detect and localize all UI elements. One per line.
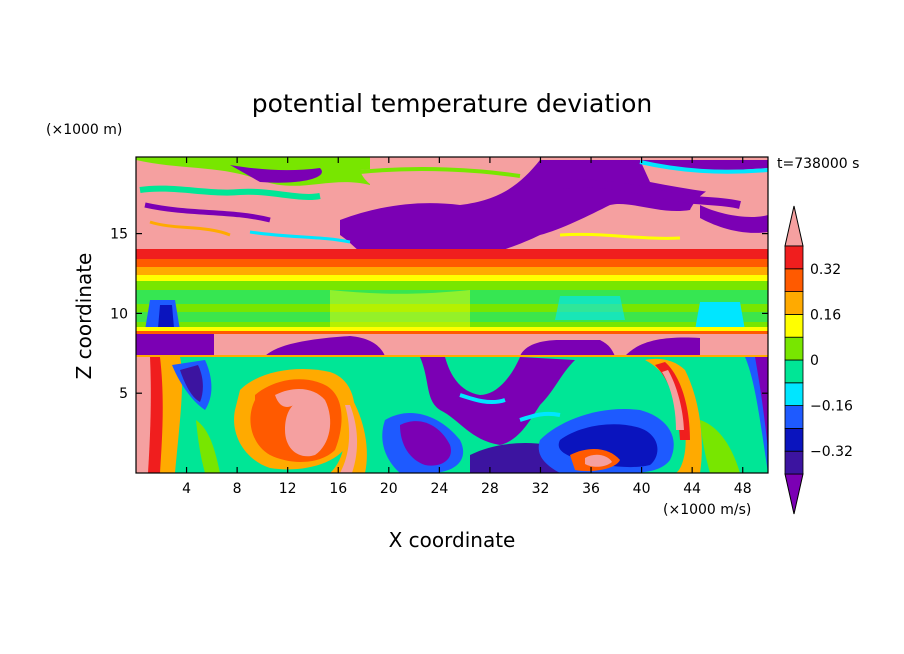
colorbar-swatch (784, 291, 804, 315)
colorbar-tick-label: −0.16 (810, 399, 853, 415)
colorbar-swatch (784, 313, 804, 338)
colorbar-extend-high (784, 205, 804, 247)
y-axis-label: Z coordinate (72, 253, 96, 380)
colorbar: 0.32 0.16 0 −0.16 −0.32 (784, 205, 853, 515)
upper-layer (136, 157, 768, 277)
x-tick-label: 36 (582, 481, 600, 497)
colorbar-swatch (784, 336, 804, 361)
colorbar-tick-label: 0.16 (810, 307, 841, 323)
colorbar-tick-label: 0.32 (810, 262, 841, 278)
red-band (136, 249, 768, 281)
x-tick-label: 20 (380, 481, 398, 497)
y-axis-ticks: 5 10 15 (110, 227, 768, 402)
x-axis-label: X coordinate (389, 528, 516, 552)
colorbar-swatch (784, 359, 804, 384)
y-unit-label: (×1000 m) (46, 122, 122, 138)
colorbar-tick-label: −0.32 (810, 444, 853, 460)
colorbar-swatch (784, 245, 804, 270)
colorbar-swatch (784, 427, 804, 452)
plot-frame (135, 156, 769, 474)
chart-title: potential temperature deviation (252, 89, 652, 118)
time-label: t=738000 s (777, 156, 859, 172)
plot-area (136, 157, 768, 473)
x-unit-label: (×1000 m/s) (663, 502, 751, 518)
x-tick-label: 28 (481, 481, 499, 497)
x-tick-label: 16 (329, 481, 347, 497)
x-tick-label: 8 (233, 481, 242, 497)
x-tick-label: 44 (683, 481, 701, 497)
colorbar-swatch (784, 450, 804, 475)
lower-layer (136, 357, 768, 473)
x-tick-label: 12 (279, 481, 297, 497)
block-band (136, 334, 768, 357)
x-tick-label: 24 (430, 481, 448, 497)
colorbar-swatch (784, 405, 804, 429)
x-tick-label: 4 (182, 481, 191, 497)
colorbar-swatch (784, 268, 804, 292)
green-layer (136, 281, 768, 334)
x-axis-ticks: 4 8 12 16 20 24 28 32 36 40 44 48 (182, 157, 752, 497)
y-tick-label: 15 (110, 227, 128, 243)
y-tick-label: 5 (119, 386, 128, 402)
x-tick-label: 32 (532, 481, 550, 497)
x-tick-label: 40 (633, 481, 651, 497)
x-tick-label: 48 (734, 481, 752, 497)
y-tick-label: 10 (110, 306, 128, 322)
colorbar-extend-low (784, 473, 804, 515)
colorbar-tick-label: 0 (810, 353, 819, 369)
colorbar-swatch (784, 382, 804, 406)
